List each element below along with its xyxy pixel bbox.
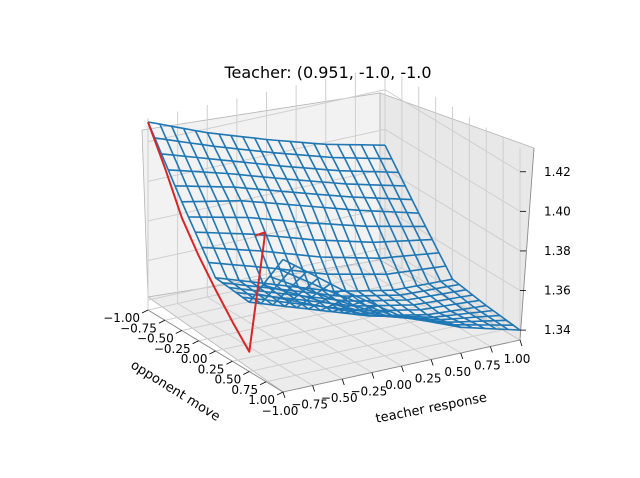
surface-line xyxy=(384,144,521,331)
y-tick-label: −1.00 xyxy=(262,404,299,418)
tick-labels: −1.00−0.75−0.50−0.250.000.250.500.751.00… xyxy=(103,165,571,418)
gridline xyxy=(147,128,521,212)
y-axis-label: teacher response xyxy=(374,390,488,426)
x-tick-label: −0.75 xyxy=(120,321,157,335)
y-tick xyxy=(282,391,286,399)
x-tick-label: −0.25 xyxy=(154,342,191,356)
y-tick xyxy=(341,378,345,386)
x-tick xyxy=(158,319,166,324)
gridline xyxy=(147,89,521,173)
y-tick-label: 0.00 xyxy=(385,378,412,392)
x-tick-label: 0.50 xyxy=(215,373,242,387)
y-tick xyxy=(460,352,464,360)
surface-line xyxy=(269,275,507,324)
x-tick-label: −0.50 xyxy=(137,332,174,346)
surface-line xyxy=(282,258,521,331)
x-tick xyxy=(192,340,199,345)
gridline xyxy=(355,264,491,347)
gridline xyxy=(249,319,487,372)
x-tick-label: 0.00 xyxy=(181,352,208,366)
x-tick xyxy=(209,350,216,355)
x-tick-label: −1.00 xyxy=(103,311,140,325)
x-tick xyxy=(276,391,284,396)
x-tick xyxy=(175,330,182,334)
surface-line xyxy=(372,144,509,331)
gridline xyxy=(266,283,402,367)
red-curve xyxy=(147,121,266,353)
y-tick xyxy=(371,372,375,379)
surface-line xyxy=(336,144,473,329)
z-tick-label: 1.34 xyxy=(544,323,571,337)
gridline xyxy=(295,277,432,360)
y-tick-label: −0.25 xyxy=(350,385,387,399)
y-tick xyxy=(489,346,493,353)
gridline xyxy=(266,329,504,383)
x-tick-label: 0.75 xyxy=(231,383,258,397)
y-tick-label: 0.75 xyxy=(474,359,501,373)
x-tick xyxy=(259,381,267,386)
x-tick xyxy=(226,360,233,365)
surface-line xyxy=(255,292,494,319)
z-tick-label: 1.38 xyxy=(544,244,571,258)
surface-line xyxy=(360,144,497,330)
surface-line xyxy=(228,286,467,302)
x-tick xyxy=(141,309,149,314)
z-tick-label: 1.40 xyxy=(544,204,571,218)
z-tick-label: 1.42 xyxy=(544,165,571,179)
x-tick-label: 0.25 xyxy=(198,362,225,376)
y-tick xyxy=(430,359,434,366)
x-tick-label: 1.00 xyxy=(248,393,275,407)
y-tick-label: 0.25 xyxy=(415,372,442,386)
x-tick xyxy=(243,371,250,375)
y-tick-label: 1.00 xyxy=(504,352,531,366)
y-tick-label: 0.50 xyxy=(444,365,471,379)
red-curve-group xyxy=(147,121,266,353)
z-tick-label: 1.36 xyxy=(544,284,571,298)
y-tick-label: −0.75 xyxy=(291,398,328,412)
y-tick-label: −0.50 xyxy=(321,391,358,405)
surface-line xyxy=(348,144,485,330)
surface-line xyxy=(262,284,500,321)
chart-title: Teacher: (0.951, -1.0, -1.0 xyxy=(223,63,431,82)
surface-line xyxy=(249,301,487,317)
tick-marks xyxy=(141,171,526,399)
surface-wireframe xyxy=(147,121,521,331)
y-tick xyxy=(519,339,523,347)
z-axis-line xyxy=(519,147,535,341)
surface-line xyxy=(275,267,514,326)
gridline xyxy=(147,207,521,291)
y-tick xyxy=(401,365,404,373)
y-tick xyxy=(312,385,316,392)
